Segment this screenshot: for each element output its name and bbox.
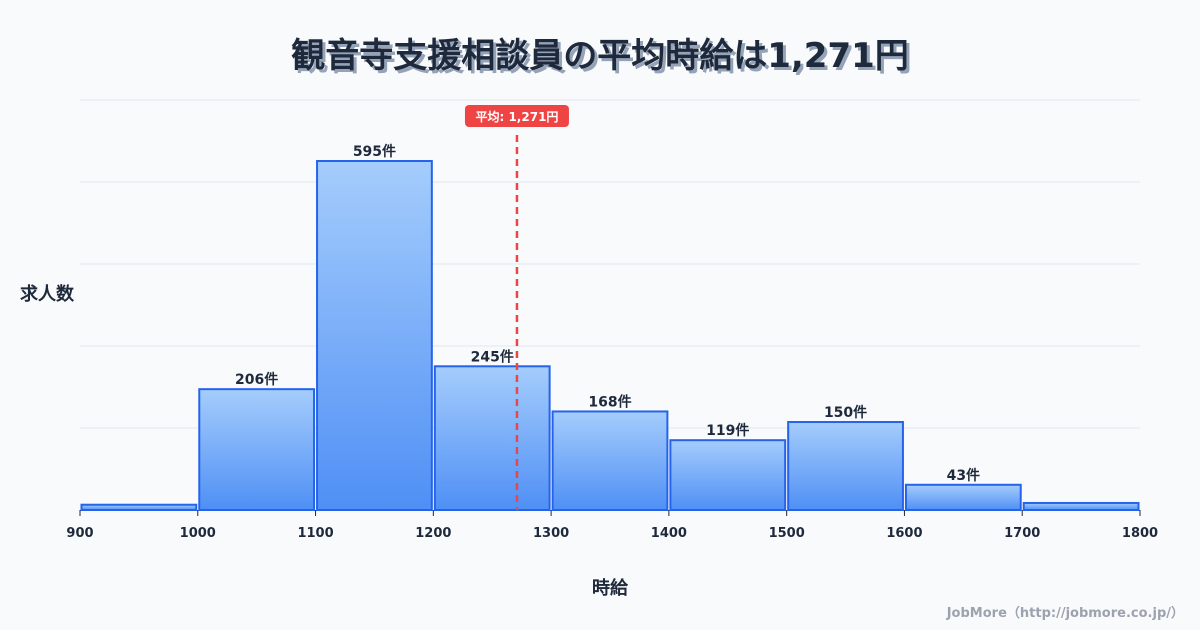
bar-value-label: 119件 — [706, 422, 749, 439]
histogram-bar — [433, 365, 551, 512]
y-axis-label: 求人数 — [20, 284, 74, 305]
x-tick-label: 1800 — [1122, 526, 1158, 541]
x-tick-label: 1400 — [651, 526, 687, 541]
source-credit: JobMore（http://jobmore.co.jp/） — [946, 606, 1184, 621]
bar-value-label: 43件 — [947, 467, 980, 484]
x-tick-label: 1000 — [180, 526, 216, 541]
average-badge — [464, 105, 569, 127]
x-tick-label: 1100 — [297, 526, 333, 541]
bar-value-label: 245件 — [471, 348, 514, 365]
x-tick-label: 1300 — [533, 526, 569, 541]
histogram-bar — [787, 421, 904, 512]
histogram-bar — [316, 160, 433, 511]
bars: 206件 595件 245件 168件 119件 150件 43件 — [80, 143, 1140, 512]
bar-value-label: 168件 — [588, 393, 631, 410]
x-tick-label: 900 — [66, 526, 93, 541]
histogram-bar — [904, 483, 1022, 511]
x-tick-label: 1600 — [886, 526, 922, 541]
histogram-bar — [80, 503, 198, 511]
bar-value-label: 150件 — [824, 404, 867, 421]
histogram-bar — [198, 388, 316, 511]
x-axis-label: 時給 — [592, 578, 628, 599]
histogram-bar — [551, 410, 669, 512]
x-axis: 900 1000 1100 1200 1300 1400 1500 1600 1700 1800 — [66, 510, 1158, 541]
average-marker: 平均: 1,271円 — [464, 105, 569, 510]
histogram-bar — [1022, 501, 1140, 511]
histogram-bar — [669, 439, 787, 512]
bar-value-label: 206件 — [235, 371, 278, 388]
x-tick-label: 1200 — [415, 526, 451, 541]
x-tick-label: 1500 — [769, 526, 805, 541]
average-badge-label: 平均: 1,271円 — [475, 109, 558, 124]
bar-value-label: 595件 — [353, 143, 396, 160]
x-tick-label: 1700 — [1004, 526, 1040, 541]
chart-title: 観音寺支援相談員の平均時給は1,271円 — [291, 36, 909, 76]
